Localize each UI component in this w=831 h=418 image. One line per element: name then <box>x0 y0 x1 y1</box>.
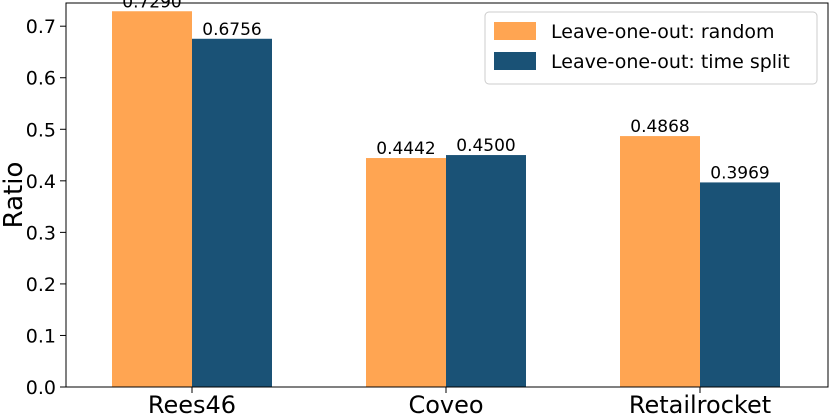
x-axis: Rees46 Coveo Retailrocket <box>148 387 771 418</box>
x-tick-label: Coveo <box>408 391 483 418</box>
legend-swatch <box>494 52 536 70</box>
y-axis: 0.0 0.1 0.2 0.3 0.4 0.5 0.6 0.7 <box>26 16 66 399</box>
plot-frame <box>65 2 829 388</box>
y-tick-label: 0.0 <box>26 377 56 399</box>
y-tick-label: 0.1 <box>26 325 56 347</box>
y-tick-label: 0.6 <box>26 68 56 90</box>
bar-retailrocket-series-1 <box>620 136 700 387</box>
bar-coveo-series-1 <box>366 158 446 387</box>
y-axis-label: Ratio <box>0 162 29 229</box>
bar-value-label: 0.6756 <box>202 20 261 40</box>
legend-label: Leave-one-out: time split <box>551 51 790 73</box>
y-tick-label: 0.2 <box>26 274 56 296</box>
bar-value-label: 0.4868 <box>630 117 689 137</box>
y-tick-label: 0.4 <box>26 171 56 193</box>
legend-box <box>484 11 818 85</box>
bar-rees46-series-1 <box>112 11 192 388</box>
y-tick-label: 0.7 <box>26 16 56 38</box>
bar-value-label: 0.7290 <box>122 0 181 12</box>
legend-label: Leave-one-out: random <box>551 21 775 43</box>
y-tick-label: 0.3 <box>26 222 56 244</box>
legend: Leave-one-out: random Leave-one-out: time… <box>484 11 818 85</box>
legend-swatch <box>494 22 536 40</box>
bar-labels-group: 0.7290 0.6756 0.4442 0.4500 0.4868 0.3969 <box>122 0 769 183</box>
bar-coveo-series-2 <box>446 155 526 387</box>
bar-value-label: 0.4442 <box>376 139 435 159</box>
bars-group <box>112 11 780 388</box>
bar-retailrocket-series-2 <box>700 182 780 387</box>
bar-value-label: 0.3969 <box>710 163 769 183</box>
bar-rees46-series-2 <box>192 38 272 388</box>
bar-value-label: 0.4500 <box>456 136 515 156</box>
y-tick-label: 0.5 <box>26 119 56 141</box>
x-tick-label: Rees46 <box>148 391 236 418</box>
x-tick-label: Retailrocket <box>629 391 771 418</box>
